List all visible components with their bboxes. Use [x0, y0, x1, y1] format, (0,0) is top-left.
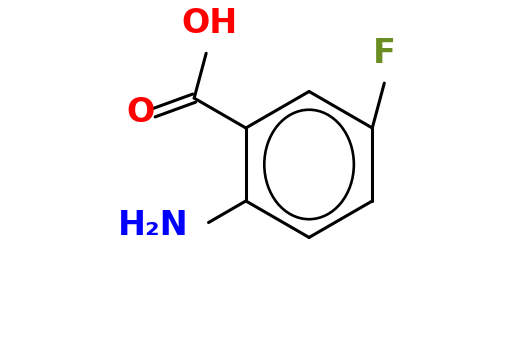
Text: H₂N: H₂N [118, 209, 188, 242]
Text: O: O [126, 96, 155, 129]
Text: OH: OH [181, 7, 238, 40]
Text: F: F [373, 37, 396, 70]
